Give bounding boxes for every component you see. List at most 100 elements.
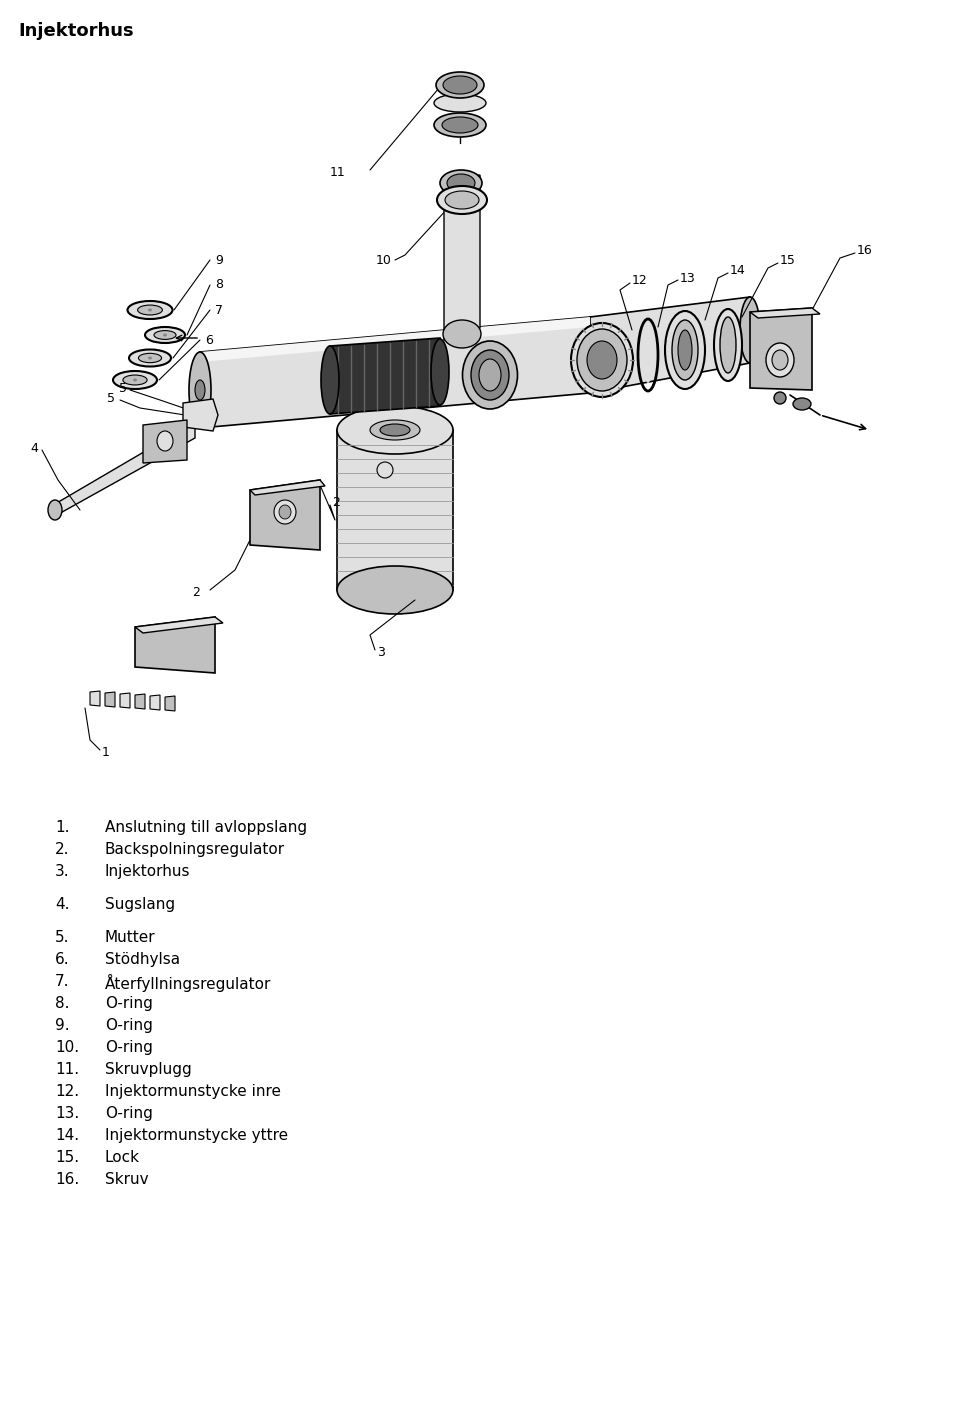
Ellipse shape <box>274 499 296 524</box>
Text: 1: 1 <box>102 745 109 759</box>
Text: Återfyllningsregulator: Återfyllningsregulator <box>105 973 272 992</box>
Text: Injektormunstycke inre: Injektormunstycke inre <box>105 1084 281 1098</box>
Text: 12.: 12. <box>55 1084 79 1098</box>
Text: 4: 4 <box>30 441 38 454</box>
Ellipse shape <box>279 505 291 519</box>
Polygon shape <box>135 617 223 633</box>
Ellipse shape <box>128 301 173 319</box>
Text: Injektormunstycke yttre: Injektormunstycke yttre <box>105 1128 288 1142</box>
Ellipse shape <box>434 114 486 138</box>
Ellipse shape <box>772 350 788 370</box>
Ellipse shape <box>443 77 477 94</box>
Polygon shape <box>120 692 130 708</box>
Text: 13.: 13. <box>55 1105 80 1121</box>
Ellipse shape <box>154 331 176 339</box>
Polygon shape <box>337 430 453 590</box>
Ellipse shape <box>774 392 786 404</box>
Polygon shape <box>135 694 145 710</box>
Polygon shape <box>90 691 100 707</box>
Polygon shape <box>165 695 175 711</box>
Polygon shape <box>330 338 440 414</box>
Text: 10: 10 <box>376 254 392 267</box>
Text: Injektorhus: Injektorhus <box>18 23 133 40</box>
Text: 10.: 10. <box>55 1040 79 1054</box>
Ellipse shape <box>113 370 157 389</box>
Ellipse shape <box>720 316 736 373</box>
Polygon shape <box>250 480 325 495</box>
Text: 9.: 9. <box>55 1017 70 1033</box>
Text: 7: 7 <box>215 304 223 316</box>
Ellipse shape <box>337 406 453 454</box>
Text: 3: 3 <box>377 647 385 660</box>
Ellipse shape <box>577 329 627 392</box>
Ellipse shape <box>463 341 517 409</box>
Text: 16: 16 <box>857 244 873 257</box>
Ellipse shape <box>195 380 205 400</box>
Text: Skruv: Skruv <box>105 1172 149 1188</box>
Ellipse shape <box>145 326 185 343</box>
Text: 8.: 8. <box>55 996 69 1010</box>
Ellipse shape <box>740 297 760 363</box>
Text: 11: 11 <box>329 166 345 179</box>
Ellipse shape <box>434 94 486 112</box>
Ellipse shape <box>163 333 167 336</box>
Ellipse shape <box>672 321 698 380</box>
Text: 14.: 14. <box>55 1128 79 1142</box>
Ellipse shape <box>766 343 794 377</box>
Ellipse shape <box>380 424 410 436</box>
Text: 13: 13 <box>680 271 696 284</box>
Ellipse shape <box>442 116 478 133</box>
Text: 16.: 16. <box>55 1172 80 1188</box>
Ellipse shape <box>571 324 633 397</box>
Text: Injektorhus: Injektorhus <box>105 864 190 878</box>
Ellipse shape <box>445 192 479 209</box>
Ellipse shape <box>148 308 152 312</box>
Ellipse shape <box>431 339 449 404</box>
Polygon shape <box>444 175 480 341</box>
Ellipse shape <box>337 566 453 614</box>
Text: Skruvplugg: Skruvplugg <box>105 1061 192 1077</box>
Polygon shape <box>150 695 160 710</box>
Text: 2: 2 <box>332 495 340 508</box>
Polygon shape <box>135 617 215 673</box>
Ellipse shape <box>189 352 211 429</box>
Text: 6: 6 <box>205 333 213 346</box>
Polygon shape <box>183 399 218 431</box>
Ellipse shape <box>133 379 137 382</box>
Text: 4.: 4. <box>55 897 69 912</box>
Text: O-ring: O-ring <box>105 1105 153 1121</box>
Ellipse shape <box>665 311 705 389</box>
Ellipse shape <box>138 353 161 363</box>
Ellipse shape <box>321 346 339 414</box>
Polygon shape <box>200 316 590 362</box>
Text: 5: 5 <box>119 382 127 394</box>
Text: 6.: 6. <box>55 952 70 966</box>
Polygon shape <box>590 297 750 393</box>
Ellipse shape <box>437 186 487 214</box>
Polygon shape <box>250 480 320 551</box>
Text: Backspolningsregulator: Backspolningsregulator <box>105 841 285 857</box>
Ellipse shape <box>123 375 147 385</box>
Text: 9: 9 <box>215 254 223 267</box>
Polygon shape <box>200 316 590 429</box>
Text: 1.: 1. <box>55 820 69 834</box>
Text: 12: 12 <box>632 274 648 288</box>
Ellipse shape <box>678 331 692 370</box>
Polygon shape <box>55 421 195 517</box>
Ellipse shape <box>587 341 617 379</box>
Ellipse shape <box>793 397 811 410</box>
Text: 11.: 11. <box>55 1061 79 1077</box>
Text: Stödhylsa: Stödhylsa <box>105 952 180 966</box>
Polygon shape <box>105 692 115 707</box>
Ellipse shape <box>440 170 482 196</box>
Text: 8: 8 <box>215 278 223 291</box>
Ellipse shape <box>443 321 481 348</box>
Text: 3.: 3. <box>55 864 70 878</box>
Ellipse shape <box>643 326 653 383</box>
Polygon shape <box>750 308 820 318</box>
Text: 14: 14 <box>730 264 746 278</box>
Text: 7.: 7. <box>55 973 69 989</box>
Text: Mutter: Mutter <box>105 929 156 945</box>
Text: O-ring: O-ring <box>105 1040 153 1054</box>
Polygon shape <box>750 308 812 390</box>
